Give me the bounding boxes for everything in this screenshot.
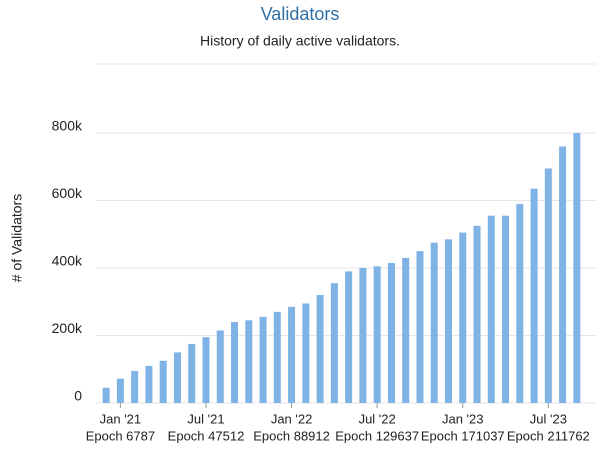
bar [259,316,267,403]
bar [573,133,581,403]
bar [131,370,139,403]
bar [387,262,395,403]
x-tick-sublabel: Epoch 47512 [168,428,245,443]
chart-title: Validators [261,4,340,24]
y-tick-label: 0 [74,388,82,404]
bar [516,203,524,403]
y-axis-label: # of Validators [9,194,25,282]
bar [245,320,253,403]
x-tick-label: Jan '22 [271,411,313,426]
bar [216,330,224,403]
bar [288,306,296,403]
bar [302,303,310,403]
y-tick-label: 400k [52,253,83,269]
bar [459,232,467,403]
x-tick-label: Jan '23 [442,411,484,426]
bar [402,257,410,403]
bar [330,283,338,403]
bar [444,239,452,403]
x-tick-label: Jan '21 [100,411,142,426]
x-tick-label: Jul '23 [530,411,567,426]
bar [116,378,124,403]
bar [231,322,239,403]
bar [359,268,367,403]
bar [173,352,181,403]
bar [202,337,210,403]
x-tick-label: Jul '22 [359,411,396,426]
bar [102,387,110,403]
bar [487,215,495,403]
bar [273,311,281,403]
bar [145,365,153,403]
bar [530,188,538,403]
bar [345,271,353,403]
y-tick-label: 200k [52,320,83,336]
x-tick-sublabel: Epoch 129637 [335,428,419,443]
x-tick-label: Jul '21 [187,411,224,426]
x-tick-sublabel: Epoch 88912 [253,428,330,443]
bar [188,343,196,403]
bar [559,146,567,403]
bar [544,168,552,403]
bar [373,266,381,403]
x-tick-sublabel: Epoch 211762 [507,428,590,443]
bar [473,225,481,403]
x-tick-sublabel: Epoch 6787 [86,428,155,443]
x-tick-sublabel: Epoch 171037 [421,428,505,443]
y-tick-label: 800k [52,118,83,134]
y-tick-label: 600k [52,185,83,201]
bar [430,242,438,403]
bar [159,360,167,403]
chart-subtitle: History of daily active validators. [200,33,400,49]
bar [416,251,424,403]
bar [502,215,510,403]
bar [316,295,324,403]
